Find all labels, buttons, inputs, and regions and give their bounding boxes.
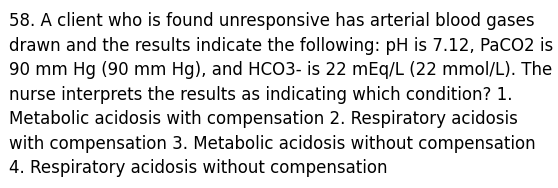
Text: drawn and the results indicate the following: pH is 7.12, PaCO2 is: drawn and the results indicate the follo… (9, 36, 553, 55)
Text: with compensation 3. Metabolic acidosis without compensation: with compensation 3. Metabolic acidosis … (9, 134, 536, 152)
Text: 4. Respiratory acidosis without compensation: 4. Respiratory acidosis without compensa… (9, 159, 387, 177)
Text: 90 mm Hg (90 mm Hg), and HCO3- is 22 mEq/L (22 mmol/L). The: 90 mm Hg (90 mm Hg), and HCO3- is 22 mEq… (9, 61, 552, 79)
Text: 58. A client who is found unresponsive has arterial blood gases: 58. A client who is found unresponsive h… (9, 12, 535, 30)
Text: Metabolic acidosis with compensation 2. Respiratory acidosis: Metabolic acidosis with compensation 2. … (9, 110, 518, 128)
Text: nurse interprets the results as indicating which condition? 1.: nurse interprets the results as indicati… (9, 86, 512, 104)
